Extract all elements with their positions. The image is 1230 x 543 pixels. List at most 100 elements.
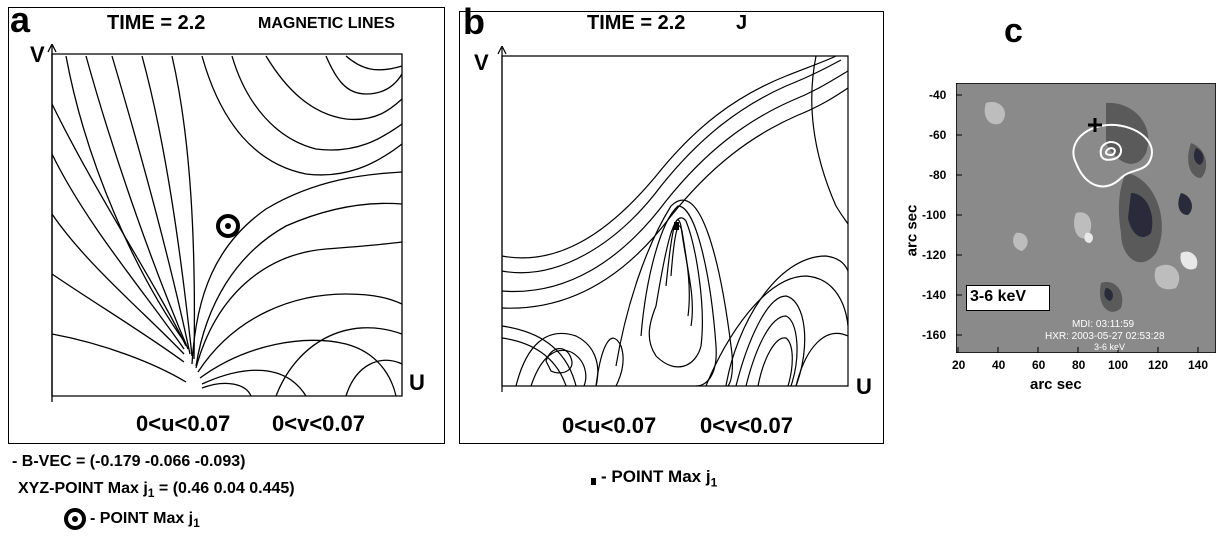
panel-a-u-axis-label: U xyxy=(409,370,425,395)
plot-box xyxy=(501,55,849,387)
xyz-point-values: = (0.46 0.04 0.445) xyxy=(154,480,295,497)
contour-line xyxy=(501,59,842,274)
contour-line xyxy=(648,217,703,368)
point-max-sub-b: 1 xyxy=(710,475,718,490)
y-tick: -40 xyxy=(929,88,947,102)
xyz-point-sub: 1 xyxy=(147,486,155,501)
field-line xyxy=(85,55,189,350)
field-line xyxy=(201,55,403,176)
panel-b-range-v: 0<v<0.07 xyxy=(700,413,793,438)
b-vec-note: - B-VEC = (-0.179 -0.066 -0.093) xyxy=(12,453,246,470)
mdi-time: MDI: 03:11:59 xyxy=(1072,319,1135,330)
separatrix-line xyxy=(195,202,403,367)
y-tick: -140 xyxy=(922,288,947,302)
panel-b-time: TIME = 2.2 xyxy=(587,12,686,34)
contour-line xyxy=(735,295,806,387)
point-square-legend-icon xyxy=(591,478,596,485)
y-tick: -80 xyxy=(929,168,947,182)
energy-band-box xyxy=(966,285,1050,311)
hxr-contour-outer xyxy=(1072,123,1153,188)
hxr-band: 3-6 keV xyxy=(1094,342,1126,352)
panel-b-range-u: 0<u<0.07 xyxy=(562,413,657,438)
field-line xyxy=(51,213,185,355)
panel-b-v-axis-label: V xyxy=(474,50,489,75)
x-tick: 120 xyxy=(1148,358,1169,372)
point-marker-legend-icon xyxy=(64,508,86,530)
hxr-contour-middle xyxy=(1099,141,1122,161)
panel-b-label: b xyxy=(463,1,485,42)
contour-line xyxy=(811,55,849,225)
panel-b-u-axis-label: U xyxy=(856,374,872,399)
point-max-prefix-a: - POINT Max j xyxy=(90,510,194,527)
current-density-contour-plot xyxy=(497,46,849,392)
hxr-image-panel xyxy=(956,83,1216,353)
field-line xyxy=(65,55,187,345)
y-tick: -60 xyxy=(929,128,947,142)
panel-a-range-v: 0<v<0.07 xyxy=(272,411,365,436)
field-line xyxy=(345,55,403,71)
magnetic-lines-plot xyxy=(47,44,403,402)
x-tick: 40 xyxy=(992,358,1006,372)
hxr-contour-inner xyxy=(1104,147,1116,157)
point-max-sub-a: 1 xyxy=(193,516,200,531)
max-j-point-marker xyxy=(216,214,240,238)
point-max-note-a: - POINT Max j1 xyxy=(90,510,200,530)
contour-line xyxy=(705,275,849,387)
energy-band-label: 3-6 keV xyxy=(970,288,1027,305)
contour-line xyxy=(670,225,690,317)
plot-box xyxy=(51,53,403,397)
field-line xyxy=(345,359,403,397)
panel-a-time: TIME = 2.2 xyxy=(107,12,206,34)
field-line xyxy=(231,55,403,151)
contour-line xyxy=(501,70,849,293)
panel-c-label: c xyxy=(1004,12,1023,50)
contour-line xyxy=(725,255,849,387)
contour-line xyxy=(757,337,793,387)
x-tick: 100 xyxy=(1108,358,1129,372)
xyz-point-prefix: XYZ-POINT Max j xyxy=(18,480,148,497)
contour-line xyxy=(665,219,693,327)
hxr-time: HXR: 2003-05-27 02:53:28 xyxy=(1045,331,1165,342)
field-line xyxy=(195,241,403,369)
separatrix-line xyxy=(191,171,403,365)
panel-b-title: J xyxy=(736,12,748,34)
y-tick: -100 xyxy=(922,208,947,222)
contour-line xyxy=(501,325,577,387)
point-max-note-b: - POINT Max j1 xyxy=(601,467,717,489)
field-line xyxy=(51,103,187,347)
panel-a-label: a xyxy=(10,0,31,40)
contour-line xyxy=(640,205,717,387)
field-line xyxy=(265,55,403,121)
x-tick: 60 xyxy=(1032,358,1046,372)
panel-a-v-axis-label: V xyxy=(30,42,45,67)
field-line xyxy=(201,382,252,397)
contour-line xyxy=(501,87,849,309)
max-j-point-marker xyxy=(674,222,679,230)
y-axis-label: arc sec xyxy=(903,204,921,257)
point-max-prefix-b: - POINT Max j xyxy=(601,467,711,486)
y-tick: -160 xyxy=(922,328,947,342)
y-tick: -120 xyxy=(922,248,947,262)
contour-line xyxy=(501,337,567,387)
field-line xyxy=(51,333,187,383)
contour-line xyxy=(545,348,573,374)
xyz-point-note: XYZ-POINT Max j1 = (0.46 0.04 0.445) xyxy=(18,480,295,500)
x-tick: 20 xyxy=(952,358,966,372)
contour-line xyxy=(530,349,587,387)
contour-line xyxy=(595,337,624,387)
field-line xyxy=(201,369,307,397)
panel-b-frame xyxy=(459,11,884,444)
field-line xyxy=(199,339,397,397)
field-line xyxy=(325,55,403,95)
x-tick: 80 xyxy=(1072,358,1086,372)
contour-line xyxy=(745,315,798,387)
panel-a-title: MAGNETIC LINES xyxy=(258,15,395,32)
field-line xyxy=(275,327,403,397)
max-j-point-dot xyxy=(225,223,231,229)
contour-line xyxy=(501,55,837,259)
field-line xyxy=(51,153,185,350)
x-tick: 140 xyxy=(1188,358,1209,372)
field-line xyxy=(51,273,185,363)
field-line xyxy=(111,55,191,355)
v-axis-arrowhead xyxy=(497,46,507,55)
